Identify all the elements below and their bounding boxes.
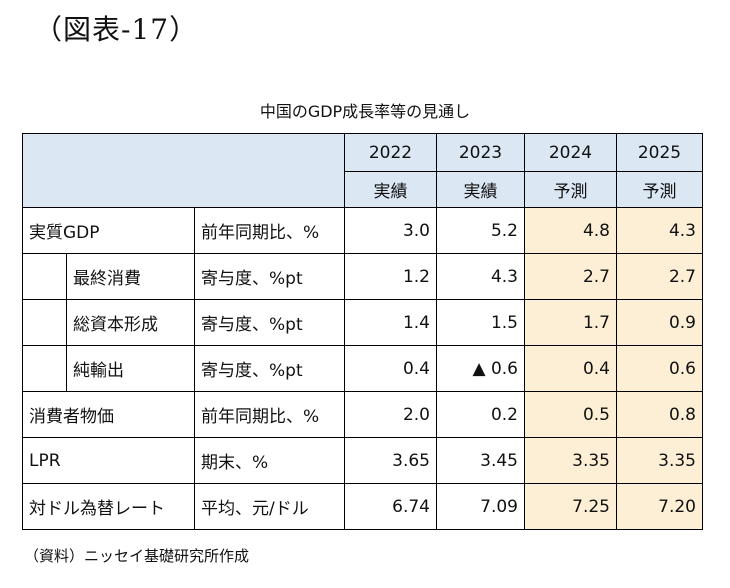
header-kind: 実績: [436, 171, 525, 208]
row-name: LPR: [22, 437, 195, 484]
header-row-kinds: 実績 実績 予測 予測: [23, 171, 703, 208]
row-unit: 寄与度、%pt: [194, 299, 345, 346]
value-cell: 0.4: [344, 345, 437, 392]
indent-spacer: [22, 345, 67, 392]
header-row-years: 2022 2023 2024 2025: [22, 133, 703, 208]
value-cell: 7.09: [436, 483, 525, 530]
indent-spacer: [22, 253, 67, 300]
header-kind: 実績: [344, 171, 437, 208]
table-row: 総資本形成 寄与度、%pt 1.4 1.5 1.7 0.9: [22, 299, 703, 346]
header-year: 2023: [436, 133, 525, 172]
row-name: 対ドル為替レート: [22, 483, 195, 530]
table-row: 実質GDP 前年同期比、% 3.0 5.2 4.8 4.3: [22, 207, 703, 254]
value-cell: 4.3: [436, 253, 525, 300]
header-year: 2025: [616, 133, 703, 172]
forecast-value-cell: 4.8: [524, 207, 617, 254]
header-kind: 予測: [524, 171, 617, 208]
header-kind: 予測: [616, 171, 703, 208]
value-cell: 2.0: [344, 391, 437, 438]
forecast-value-cell: 0.6: [616, 345, 703, 392]
table-row: 最終消費 寄与度、%pt 1.2 4.3 2.7 2.7: [22, 253, 703, 300]
row-unit: 平均、元/ドル: [194, 483, 345, 530]
row-name: 純輸出: [66, 345, 195, 392]
forecast-value-cell: 3.35: [616, 437, 703, 484]
row-unit: 期末、%: [194, 437, 345, 484]
value-cell: 1.4: [344, 299, 437, 346]
forecast-value-cell: 0.9: [616, 299, 703, 346]
forecast-value-cell: 0.5: [524, 391, 617, 438]
figure-label: （図表-17）: [34, 13, 199, 46]
value-cell: 3.0: [344, 207, 437, 254]
value-cell: 3.45: [436, 437, 525, 484]
table-row: LPR 期末、% 3.65 3.45 3.35 3.35: [22, 437, 703, 484]
value-cell: 1.2: [344, 253, 437, 300]
indent-spacer: [22, 299, 67, 346]
table-row: 消費者物価 前年同期比、% 2.0 0.2 0.5 0.8: [22, 391, 703, 438]
row-name: 総資本形成: [66, 299, 195, 346]
row-name: 最終消費: [66, 253, 195, 300]
forecast-value-cell: 7.20: [616, 483, 703, 530]
value-cell: ▲ 0.6: [436, 345, 525, 392]
forecast-value-cell: 0.4: [524, 345, 617, 392]
forecast-value-cell: 3.35: [524, 437, 617, 484]
forecast-value-cell: 2.7: [616, 253, 703, 300]
forecast-value-cell: 7.25: [524, 483, 617, 530]
header-year: 2022: [344, 133, 437, 172]
value-cell: 1.5: [436, 299, 525, 346]
value-cell: 5.2: [436, 207, 525, 254]
row-name: 消費者物価: [22, 391, 195, 438]
row-unit: 前年同期比、%: [194, 391, 345, 438]
table-row: 純輸出 寄与度、%pt 0.4 ▲ 0.6 0.4 0.6: [22, 345, 703, 392]
row-name: 実質GDP: [22, 207, 195, 254]
forecast-value-cell: 0.8: [616, 391, 703, 438]
value-cell: 0.2: [436, 391, 525, 438]
source-note: （資料）ニッセイ基礎研究所作成: [24, 547, 250, 565]
forecast-value-cell: 2.7: [524, 253, 617, 300]
value-cell: 6.74: [344, 483, 437, 530]
table-row: 対ドル為替レート 平均、元/ドル 6.74 7.09 7.25 7.20: [22, 483, 703, 530]
gdp-outlook-table: 2022 2023 2024 2025 実績 実績 予測 予測 実質GDP 前年…: [22, 133, 703, 530]
row-unit: 寄与度、%pt: [194, 253, 345, 300]
value-cell: 3.65: [344, 437, 437, 484]
forecast-value-cell: 4.3: [616, 207, 703, 254]
header-year: 2024: [524, 133, 617, 172]
table-caption: 中国のGDP成長率等の見通し: [259, 102, 471, 121]
row-unit: 前年同期比、%: [194, 207, 345, 254]
forecast-value-cell: 1.7: [524, 299, 617, 346]
row-unit: 寄与度、%pt: [194, 345, 345, 392]
header-corner: [22, 133, 345, 208]
